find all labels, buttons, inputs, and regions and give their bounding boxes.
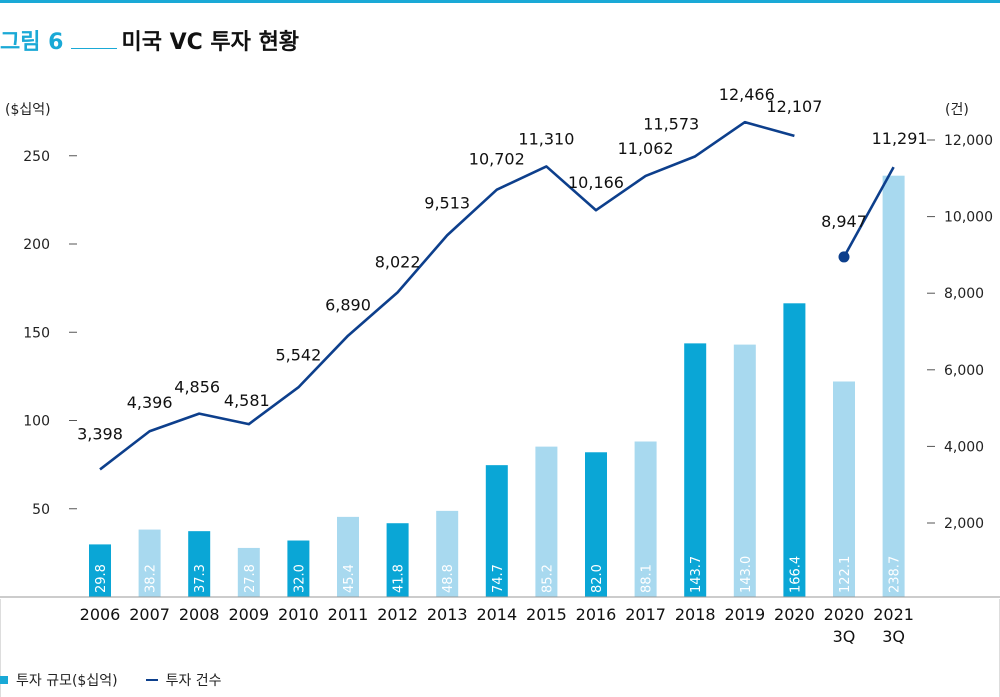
line-value-label: 4,856 — [174, 378, 220, 397]
x-tick-label: 2020 — [824, 605, 865, 624]
bar — [585, 452, 607, 597]
legend-bar-swatch — [0, 676, 8, 684]
bar — [89, 544, 111, 597]
x-tick-label: 2010 — [278, 605, 319, 624]
bar — [783, 303, 806, 597]
figure-title: 그림 6 미국 VC 투자 현황 — [0, 22, 299, 58]
bar-value-label: 74.7 — [491, 564, 506, 593]
line-value-label: 10,166 — [568, 173, 624, 192]
bar-value-label: 88.1 — [640, 564, 655, 593]
left-tick-label: 150 — [23, 325, 50, 341]
bar-value-label: 143.0 — [739, 556, 754, 593]
x-tick-label: 2009 — [228, 605, 269, 624]
figure-number: 그림 6 — [0, 30, 64, 55]
bar-value-label: 32.0 — [292, 564, 307, 593]
bar — [138, 529, 161, 597]
left-tick-label: 100 — [23, 414, 50, 430]
line-value-label: 6,890 — [325, 296, 371, 315]
bar-value-label: 143.7 — [689, 556, 704, 593]
bar-value-label: 38.2 — [144, 564, 159, 593]
bar — [733, 344, 756, 597]
bar-value-label: 27.8 — [243, 564, 258, 593]
legend-line-label: 투자 건수 — [165, 673, 222, 689]
line-value-label: 11,573 — [643, 114, 699, 133]
bar-value-label: 37.3 — [193, 564, 208, 593]
x-tick-label: 2018 — [675, 605, 716, 624]
bar — [535, 446, 558, 597]
bar — [882, 175, 905, 597]
figure-title-text: 미국 VC 투자 현황 — [121, 30, 300, 55]
right-tick-label: 10,000 — [944, 210, 993, 226]
x-tick-label: 2008 — [179, 605, 220, 624]
left-tick-label: 50 — [32, 502, 50, 518]
right-tick-label: 6,000 — [944, 363, 984, 379]
bar — [684, 343, 707, 597]
bar — [237, 547, 260, 597]
legend-bar-label: 투자 규모($십억) — [16, 673, 118, 689]
x-tick-label: 2015 — [526, 605, 567, 624]
line-value-label: 11,310 — [518, 129, 574, 148]
right-tick-label: 2,000 — [944, 516, 984, 532]
bar-value-label: 45.4 — [342, 564, 357, 593]
bar — [287, 540, 310, 597]
left-tick-label: 200 — [23, 237, 50, 253]
x-tick-label: 2012 — [377, 605, 418, 624]
right-axis-unit: (건) — [945, 102, 969, 118]
x-tick-label: 2021 — [873, 605, 914, 624]
bar — [337, 516, 359, 597]
bar-value-label: 166.4 — [788, 556, 803, 593]
bar — [833, 381, 855, 597]
line-value-label: 4,396 — [127, 393, 173, 412]
left-axis-unit: ($십억) — [5, 102, 51, 118]
right-tick-label: 12,000 — [944, 133, 993, 149]
count-line — [99, 120, 795, 471]
line-value-label: 8,947 — [821, 212, 867, 231]
line-value-label: 3,398 — [77, 424, 123, 443]
bar-value-label: 29.8 — [94, 564, 109, 593]
count-point — [838, 251, 850, 263]
bar-value-label: 85.2 — [540, 564, 555, 593]
line-value-label: 10,702 — [469, 150, 525, 169]
line-value-label: 4,581 — [224, 391, 270, 410]
bar-value-label: 82.0 — [590, 564, 605, 593]
line-value-label: 9,513 — [424, 193, 470, 212]
line-value-label: 11,291 — [872, 129, 928, 148]
x-tick-label: 2017 — [625, 605, 666, 624]
count-line — [842, 166, 895, 258]
line-value-label: 12,107 — [766, 97, 822, 116]
x-tick-label: 2013 — [427, 605, 468, 624]
bar-value-label: 41.8 — [392, 564, 407, 593]
x-tick-label: 2007 — [129, 605, 170, 624]
bar — [436, 510, 459, 597]
top-accent-rule — [0, 0, 1000, 3]
bar — [188, 531, 211, 597]
line-value-label: 11,062 — [618, 139, 674, 158]
x-tick-label: 2014 — [476, 605, 517, 624]
x-tick-label: 3Q — [882, 627, 905, 646]
bar — [634, 441, 657, 597]
chart-legend: 투자 규모($십억) 투자 건수 — [0, 670, 222, 690]
left-tick-label: 250 — [23, 149, 50, 165]
x-tick-label: 3Q — [833, 627, 856, 646]
bar-value-label: 122.1 — [838, 556, 853, 593]
bar-value-label: 48.8 — [441, 564, 456, 593]
x-tick-label: 2006 — [80, 605, 121, 624]
line-value-label: 12,466 — [719, 85, 775, 104]
right-tick-label: 8,000 — [944, 286, 984, 302]
line-value-label: 5,542 — [275, 345, 321, 364]
bar-value-label: 238.7 — [888, 556, 903, 593]
right-tick-label: 4,000 — [944, 439, 984, 455]
x-tick-label: 2011 — [328, 605, 369, 624]
x-tick-label: 2020 — [774, 605, 815, 624]
x-tick-label: 2016 — [576, 605, 617, 624]
figure-title-rule — [71, 47, 118, 49]
line-value-label: 8,022 — [375, 252, 421, 271]
bar — [485, 465, 508, 597]
bar — [386, 523, 409, 597]
x-tick-label: 2019 — [724, 605, 765, 624]
legend-line-swatch — [145, 678, 158, 682]
